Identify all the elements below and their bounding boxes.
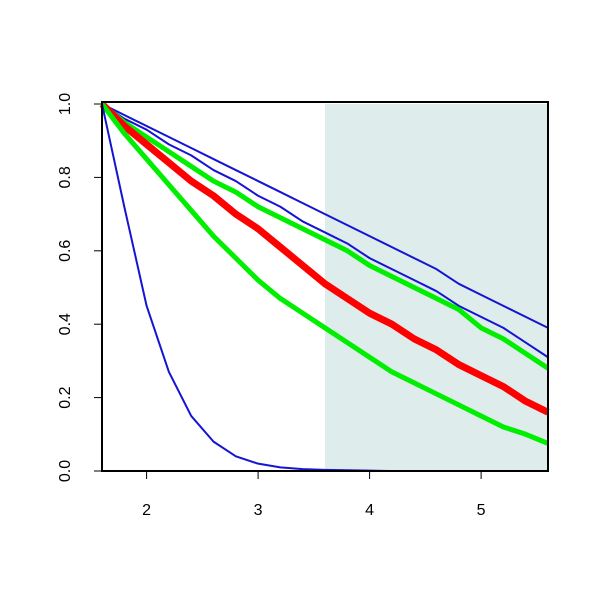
y-tick-label: 0.8 bbox=[57, 166, 74, 188]
x-tick-label: 5 bbox=[477, 502, 486, 519]
series-line bbox=[101, 103, 549, 359]
y-tick-label: 0.2 bbox=[57, 386, 74, 408]
series-line bbox=[100, 102, 549, 446]
y-tick-label: 0.4 bbox=[57, 313, 74, 335]
plot-box bbox=[101, 101, 549, 472]
series-line bbox=[100, 102, 550, 371]
y-tick-label: 1.0 bbox=[57, 93, 74, 115]
x-tick-label: 2 bbox=[142, 502, 151, 519]
y-tick-label: 0.0 bbox=[57, 460, 74, 482]
series-line bbox=[99, 101, 550, 416]
series-line bbox=[101, 103, 549, 329]
y-tick-label: 0.6 bbox=[57, 240, 74, 262]
shaded-region bbox=[325, 104, 548, 471]
x-tick-label: 4 bbox=[365, 502, 374, 519]
x-tick-label: 3 bbox=[254, 502, 263, 519]
